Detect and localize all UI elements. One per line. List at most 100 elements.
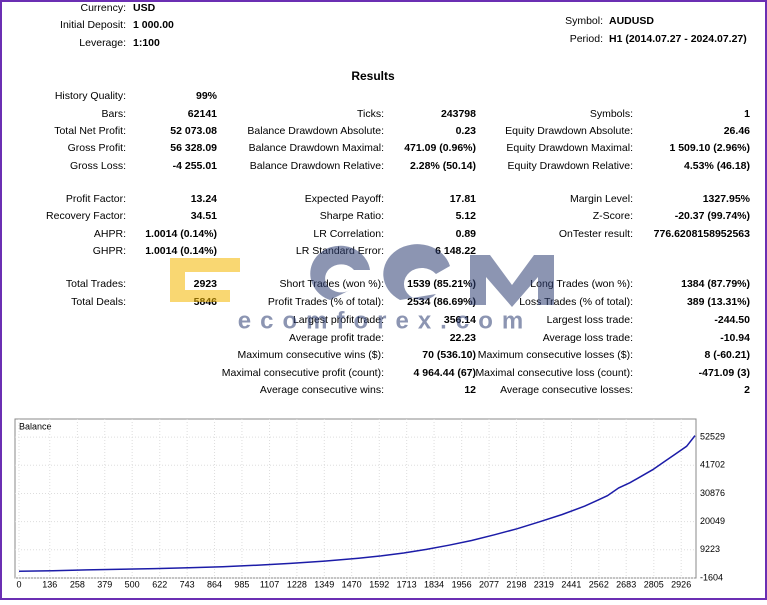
chart-title: Balance bbox=[19, 421, 52, 431]
result-value: 1.0014 (0.14%) bbox=[145, 228, 217, 240]
result-value: 2923 bbox=[194, 278, 218, 290]
x-tick-label: 258 bbox=[70, 579, 85, 589]
header-value: USD bbox=[133, 2, 156, 14]
x-tick-label: 0 bbox=[16, 579, 21, 589]
result-value: 4 964.44 (67) bbox=[414, 367, 476, 379]
x-tick-label: 1713 bbox=[397, 579, 417, 589]
result-value: 62141 bbox=[188, 108, 217, 120]
result-label: Average loss trade: bbox=[543, 332, 633, 344]
result-value: -4 255.01 bbox=[173, 160, 218, 172]
results-title: Results bbox=[351, 69, 395, 83]
result-label: Long Trades (won %): bbox=[530, 278, 633, 290]
result-label: Maximal consecutive loss (count): bbox=[475, 367, 633, 379]
header-label: Currency: bbox=[80, 2, 126, 14]
x-tick-label: 2805 bbox=[644, 579, 664, 589]
result-label: Maximum consecutive wins ($): bbox=[238, 349, 384, 361]
result-value: 1 509.10 (2.96%) bbox=[669, 142, 750, 154]
x-tick-label: 2683 bbox=[616, 579, 636, 589]
y-tick-label: 52529 bbox=[700, 431, 725, 441]
x-tick-label: 1834 bbox=[424, 579, 444, 589]
result-label: Z-Score: bbox=[593, 210, 633, 222]
result-value: 22.23 bbox=[450, 332, 476, 344]
result-label: Gross Loss: bbox=[70, 160, 126, 172]
watermark-logo bbox=[383, 244, 450, 300]
balance-line bbox=[18, 435, 696, 572]
x-tick-label: 2926 bbox=[671, 579, 691, 589]
result-value: -10.94 bbox=[720, 332, 750, 344]
x-tick-label: 2562 bbox=[589, 579, 609, 589]
result-value: 2 bbox=[744, 384, 750, 396]
x-tick-label: 622 bbox=[152, 579, 167, 589]
result-value: 1539 (85.21%) bbox=[407, 278, 476, 290]
result-label: Largest loss trade: bbox=[547, 314, 633, 326]
header-label: Leverage: bbox=[79, 37, 126, 49]
y-tick-label: 41702 bbox=[700, 460, 725, 470]
result-value: 99% bbox=[196, 90, 218, 102]
watermark: ecomforex.com bbox=[170, 244, 554, 334]
result-value: -244.50 bbox=[714, 314, 750, 326]
header-label: Initial Deposit: bbox=[60, 19, 126, 31]
watermark-text: ecomforex.com bbox=[238, 307, 532, 334]
x-tick-label: 136 bbox=[42, 579, 57, 589]
result-label: Total Trades: bbox=[66, 278, 126, 290]
result-value: 1327.95% bbox=[703, 193, 751, 205]
result-value: 2.28% (50.14) bbox=[410, 160, 476, 172]
x-tick-label: 1470 bbox=[342, 579, 362, 589]
x-tick-label: 2319 bbox=[534, 579, 554, 589]
x-tick-label: 985 bbox=[234, 579, 249, 589]
result-value: 8 (-60.21) bbox=[704, 349, 750, 361]
result-value: 356.14 bbox=[444, 314, 476, 326]
result-label: Equity Drawdown Absolute: bbox=[505, 125, 633, 137]
result-label: Symbols: bbox=[590, 108, 633, 120]
result-label: Maximum consecutive losses ($): bbox=[478, 349, 633, 361]
result-value: 52 073.08 bbox=[170, 125, 217, 137]
result-value: 776.6208158952563 bbox=[654, 228, 751, 240]
result-value: 1 bbox=[744, 108, 750, 120]
header-label: Period: bbox=[570, 33, 603, 45]
result-label: Maximal consecutive profit (count): bbox=[222, 367, 384, 379]
result-value: 1384 (87.79%) bbox=[681, 278, 750, 290]
result-label: Average consecutive losses: bbox=[500, 384, 633, 396]
x-tick-label: 2077 bbox=[479, 579, 499, 589]
y-tick-label: 30876 bbox=[700, 488, 725, 498]
y-tick-label: 20049 bbox=[700, 516, 725, 526]
result-value: 56 328.09 bbox=[170, 142, 217, 154]
header-value: AUDUSD bbox=[609, 15, 654, 27]
result-label: Average profit trade: bbox=[289, 332, 384, 344]
header-label: Symbol: bbox=[565, 15, 603, 27]
result-label: Loss Trades (% of total): bbox=[519, 296, 633, 308]
result-value: 26.46 bbox=[724, 125, 750, 137]
result-value: 13.24 bbox=[191, 193, 217, 205]
result-value: 17.81 bbox=[450, 193, 476, 205]
result-label: Gross Profit: bbox=[68, 142, 126, 154]
result-label: OnTester result: bbox=[559, 228, 633, 240]
result-label: Total Net Profit: bbox=[54, 125, 126, 137]
header-value: 1 000.00 bbox=[133, 19, 174, 31]
result-label: Profit Trades (% of total): bbox=[268, 296, 384, 308]
result-label: GHPR: bbox=[93, 245, 126, 257]
result-label: History Quality: bbox=[55, 90, 126, 102]
result-value: 4.53% (46.18) bbox=[684, 160, 750, 172]
x-tick-label: 2441 bbox=[561, 579, 581, 589]
result-label: Average consecutive wins: bbox=[260, 384, 384, 396]
result-label: Equity Drawdown Maximal: bbox=[506, 142, 633, 154]
result-label: Bars: bbox=[101, 108, 126, 120]
result-value: 1.0014 (0.14%) bbox=[145, 245, 217, 257]
y-tick-label: 9223 bbox=[700, 544, 720, 554]
x-tick-label: 743 bbox=[180, 579, 195, 589]
result-value: 0.23 bbox=[456, 125, 477, 137]
result-value: 389 (13.31%) bbox=[687, 296, 750, 308]
x-tick-label: 1107 bbox=[260, 579, 279, 589]
x-tick-label: 1228 bbox=[287, 579, 307, 589]
result-label: Largest profit trade: bbox=[293, 314, 384, 326]
x-tick-label: 1592 bbox=[369, 579, 389, 589]
result-value: 471.09 (0.96%) bbox=[404, 142, 476, 154]
x-tick-label: 1349 bbox=[314, 579, 334, 589]
x-tick-label: 2198 bbox=[506, 579, 526, 589]
result-label: Balance Drawdown Relative: bbox=[250, 160, 384, 172]
result-label: Ticks: bbox=[357, 108, 384, 120]
watermark-logo bbox=[310, 245, 370, 300]
x-tick-label: 1956 bbox=[452, 579, 472, 589]
result-label: AHPR: bbox=[94, 228, 126, 240]
